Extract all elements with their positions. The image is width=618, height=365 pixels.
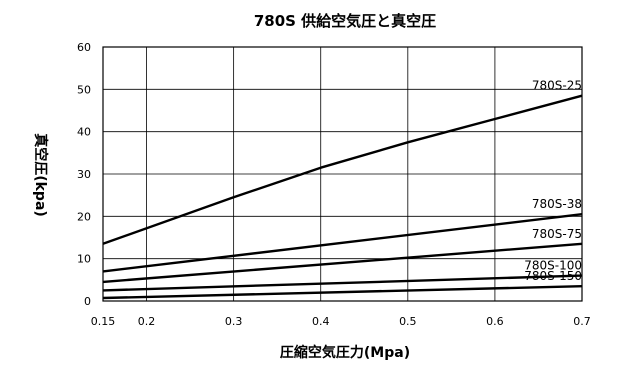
x-tick-label: 0.7 (573, 315, 591, 328)
series-label: 780S-100 (524, 259, 582, 273)
series-line (102, 285, 583, 300)
x-tick-label: 0.2 (138, 315, 156, 328)
chart-title: 780S 供給空気圧と真空圧 (254, 12, 436, 30)
series-group (102, 94, 583, 300)
y-tick-label: 60 (77, 41, 91, 54)
series-label: 780S-150 (524, 269, 582, 283)
series-label: 780S-38 (532, 197, 582, 211)
series-line (102, 242, 583, 284)
x-tick-label: 0.4 (312, 315, 330, 328)
x-axis-label: 圧縮空気圧力(Mpa) (280, 344, 410, 361)
y-tick-label: 50 (77, 83, 91, 96)
x-tick-label: 0.15 (91, 315, 116, 328)
series-label: 780S-25 (532, 79, 582, 93)
x-tick-label: 0.3 (225, 315, 243, 328)
y-axis-label: 真空圧(kpa) (32, 133, 49, 217)
y-tick-label: 40 (77, 126, 91, 139)
y-tick-label: 20 (77, 210, 91, 223)
series-line (102, 274, 583, 292)
x-tick-label: 0.5 (399, 315, 417, 328)
series-line (102, 213, 583, 273)
series-line (102, 94, 583, 245)
y-tick-label: 10 (77, 253, 91, 266)
y-ticks: 0 10 20 30 40 50 60 (77, 41, 91, 308)
series-label: 780S-75 (532, 227, 582, 241)
x-ticks: 0.15 0.2 0.3 0.4 0.5 0.6 0.7 (91, 315, 591, 328)
x-tick-label: 0.6 (486, 315, 504, 328)
y-tick-label: 30 (77, 168, 91, 181)
y-tick-label: 0 (84, 295, 91, 308)
